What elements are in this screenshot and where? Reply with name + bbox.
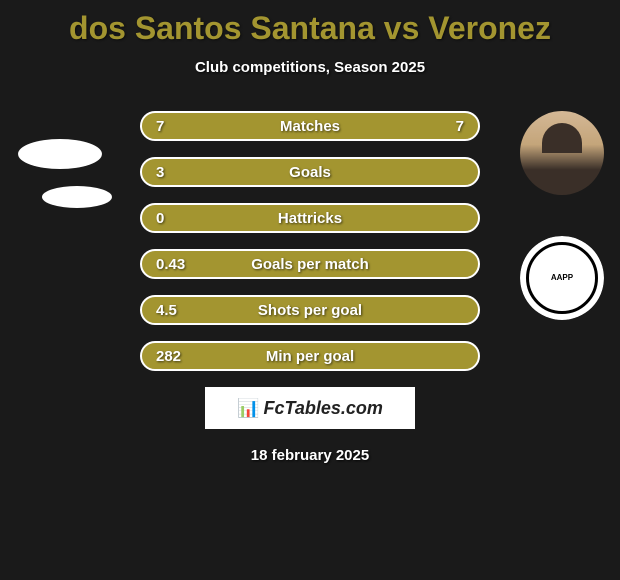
comparison-subtitle: Club competitions, Season 2025 — [0, 59, 620, 76]
comparison-body: AAPP 7 Matches 7 3 Goals 0 Hattricks 0.4… — [0, 111, 620, 464]
stat-row-min-per-goal: 282 Min per goal — [140, 341, 480, 371]
stat-label: Goals — [212, 164, 408, 181]
stat-row-matches: 7 Matches 7 — [140, 111, 480, 141]
stat-left-value: 0.43 — [142, 256, 212, 273]
stat-row-goals: 3 Goals — [140, 157, 480, 187]
stat-label: Matches — [212, 118, 408, 135]
stat-label: Hattricks — [212, 210, 408, 227]
stats-container: 7 Matches 7 3 Goals 0 Hattricks 0.43 Goa… — [140, 111, 480, 371]
stat-label: Min per goal — [212, 348, 408, 365]
stat-row-hattricks: 0 Hattricks — [140, 203, 480, 233]
stat-label: Goals per match — [212, 256, 408, 273]
player-right-avatar — [520, 111, 604, 195]
comparison-date: 18 february 2025 — [0, 447, 620, 464]
comparison-title: dos Santos Santana vs Veronez — [0, 0, 620, 47]
stat-row-shots-per-goal: 4.5 Shots per goal — [140, 295, 480, 325]
player-photo-icon — [520, 111, 604, 195]
player-left-club-badge — [28, 156, 112, 240]
stat-left-value: 7 — [142, 118, 212, 135]
stat-right-value: 7 — [408, 118, 478, 135]
club-badge-text: AAPP — [551, 274, 573, 282]
chart-icon: 📊 — [237, 398, 259, 419]
blank-club-icon — [42, 186, 112, 208]
branding-badge: 📊 FcTables.com — [205, 387, 415, 429]
stat-left-value: 0 — [142, 210, 212, 227]
stat-left-value: 4.5 — [142, 302, 212, 319]
stat-row-goals-per-match: 0.43 Goals per match — [140, 249, 480, 279]
club-badge-icon: AAPP — [520, 236, 604, 320]
player-right-club-badge: AAPP — [520, 236, 604, 320]
stat-left-value: 3 — [142, 164, 212, 181]
stat-label: Shots per goal — [212, 302, 408, 319]
branding-text: FcTables.com — [264, 398, 383, 419]
stat-left-value: 282 — [142, 348, 212, 365]
